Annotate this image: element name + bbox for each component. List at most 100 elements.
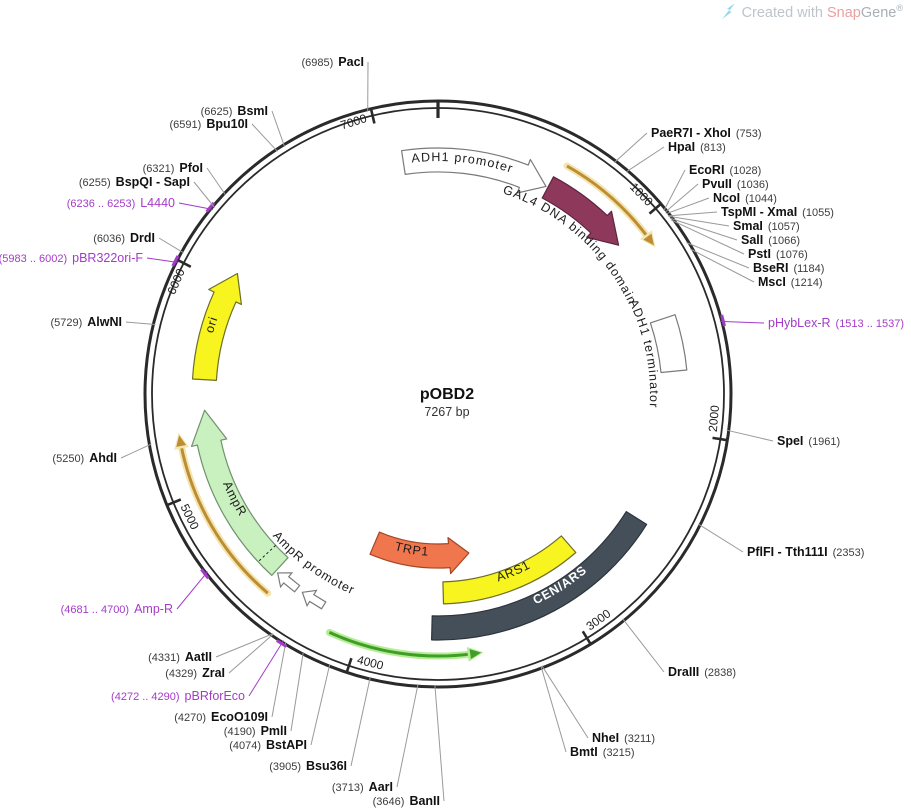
tick-6000 — [176, 258, 192, 268]
gal4-orf-arrow — [563, 162, 656, 248]
site-label-tspmi-xmai: TspMI - XmaI (1055) — [721, 205, 834, 219]
watermark-text: Created with SnapGene® — [742, 3, 903, 21]
leader-ecori — [663, 169, 686, 211]
ampr-promoter-arrow-2 — [301, 589, 327, 610]
watermark-prefix: Created with — [741, 4, 827, 21]
leader-aari — [396, 684, 419, 788]
ampr-orf-arrow — [174, 432, 272, 597]
site-label-alwni: (5729) AlwNI — [50, 315, 122, 329]
leader-pflfi-tth111i — [698, 523, 744, 553]
watermark-brand-gene: Gene — [860, 4, 897, 21]
leader-ecoo109i — [271, 641, 287, 718]
leader-smai — [668, 215, 730, 227]
primer-label-pbr322ori-f: (5983 .. 6002) pBR322ori-F — [0, 251, 143, 265]
site-label-ahdi: (5250) AhdI — [52, 451, 117, 465]
site-label-smai: SmaI (1057) — [733, 219, 800, 233]
feature-shape-adh1-promoter — [401, 147, 547, 194]
leader-psti — [671, 219, 745, 255]
watermark-registered-mark: ® — [896, 3, 903, 13]
ampr-orf-arrow-head — [176, 435, 187, 447]
leader-hpai — [625, 146, 665, 173]
site-label-paci: (6985) PacI — [301, 55, 364, 69]
site-label-ecoo109i: (4270) EcoO109I — [174, 710, 268, 724]
site-label-bstapi: (4074) BstAPI — [229, 738, 307, 752]
snapgene-watermark: Created with SnapGene® — [721, 3, 903, 21]
site-label-psti: PstI (1076) — [748, 247, 808, 261]
feature-adh1-promoter: ADH1 promoter — [401, 147, 547, 194]
plasmid-name: pOBD2 — [419, 386, 475, 403]
leader-ahdi — [120, 443, 152, 459]
trp1-orf-arrow-head — [469, 649, 482, 659]
plasmid-size: 7267 bp — [424, 405, 470, 419]
site-label-spei: SpeI (1961) — [777, 434, 840, 448]
primer-mark-amp-r — [200, 568, 210, 580]
leader-ncoi — [666, 197, 710, 215]
feature-label-trp1: TRP1 — [393, 539, 429, 558]
leader-bsmi — [271, 110, 286, 147]
feature-ori: ori — [191, 272, 242, 381]
primer-label-l4440: (6236 .. 6253) L4440 — [67, 196, 175, 210]
site-label-sali: SalI (1066) — [741, 233, 800, 247]
site-label-pfoi: (6321) PfoI — [143, 161, 203, 175]
site-label-hpai: HpaI (813) — [668, 140, 726, 154]
leader-nhei — [541, 665, 589, 739]
feature-shape-ars1 — [442, 535, 577, 605]
site-label-pmli: (4190) PmlI — [224, 724, 287, 738]
gal4-orf-arrow-head — [643, 233, 654, 246]
leader-pmli — [290, 651, 304, 732]
tick-5000 — [166, 498, 182, 507]
feature-gal4-dna-binding-domain: GAL4 DNA binding domain — [501, 176, 638, 307]
leader-amp-r — [176, 571, 208, 610]
tick-label-4000: 4000 — [356, 653, 386, 673]
leader-aatii — [215, 633, 274, 658]
plasmid-title: pOBD2 7267 bp — [420, 385, 474, 421]
leader-tspmi-xmai — [668, 211, 718, 217]
leader-draiii — [622, 618, 665, 673]
primer-label-phyblex-r: pHybLex-R (1513 .. 1537) — [768, 316, 904, 330]
site-label-banii: (3646) BanII — [373, 794, 440, 808]
tick-label-7000: 7000 — [339, 111, 369, 132]
site-label-bpu10i: (6591) Bpu10I — [170, 117, 248, 131]
feature-label-adh1-terminator: ADH1 terminator — [626, 297, 661, 409]
gal4-orf-arrow-line — [566, 164, 650, 240]
leader-phyblex-r — [719, 320, 765, 324]
leader-pvuii — [664, 183, 699, 213]
feature-shape-gal4-dna-binding-domain — [541, 176, 620, 246]
feature-shape-adh1-terminator — [649, 314, 688, 374]
tick-label-6000: 6000 — [164, 266, 188, 296]
feature-ars1: ARS1 — [442, 535, 577, 605]
site-label-bsmi: (6625) BsmI — [201, 104, 268, 118]
site-label-aatii: (4331) AatII — [148, 650, 212, 664]
leader-spei — [726, 429, 774, 442]
leader-bmti — [540, 666, 567, 753]
leader-bseri — [686, 242, 750, 269]
leader-pbr322ori-f — [146, 257, 179, 263]
primer-label-pbrforeco: (4272 .. 4290) pBRforEco — [111, 689, 245, 703]
site-label-paer7i-xhoi: PaeR7I - XhoI (753) — [651, 126, 762, 140]
feature-ampr: AmpR — [190, 409, 289, 576]
leader-l4440 — [178, 202, 214, 210]
feature-shape-ampr — [190, 409, 289, 576]
site-label-bseri: BseRI (1184) — [753, 261, 824, 275]
site-label-zrai: (4329) ZraI — [165, 666, 225, 680]
watermark-brand-snap: Snap — [827, 4, 861, 21]
leader-drdi — [158, 237, 184, 254]
feature-label-ori: ori — [202, 315, 220, 335]
tick-2000 — [712, 436, 728, 442]
site-label-pflfi-tth111i: PflFI - Tth111I (2353) — [747, 545, 864, 559]
leader-alwni — [125, 321, 156, 325]
leader-bpu10i — [251, 123, 278, 152]
primer-mark-pbr322ori-f — [171, 255, 180, 267]
site-label-ncoi: NcoI (1044) — [713, 191, 777, 205]
feature-adh1-terminator: ADH1 terminator — [626, 297, 688, 409]
feature-trp1: TRP1 — [369, 531, 470, 575]
site-label-ecori: EcoRI (1028) — [689, 163, 761, 177]
site-label-pvuii: PvuII (1036) — [702, 177, 769, 191]
leader-pfoi — [206, 167, 227, 196]
leader-bspqi-sapi — [193, 181, 215, 208]
tick-4000 — [345, 657, 353, 673]
tick-1000 — [648, 202, 662, 215]
leader-paer7i-xhoi — [614, 132, 648, 163]
